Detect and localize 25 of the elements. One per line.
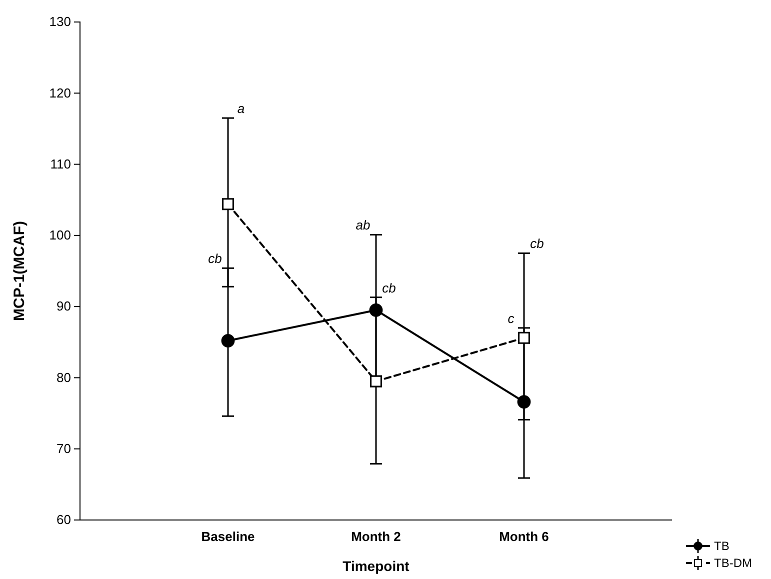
y-tick-label: 120: [49, 85, 71, 100]
y-tick-label: 110: [50, 156, 71, 172]
point: [221, 334, 235, 348]
point: [370, 375, 382, 388]
y-tick-label: 100: [49, 228, 71, 243]
point: [518, 332, 530, 344]
legend-label: TB: [714, 539, 730, 553]
y-tick-label: 60: [56, 512, 71, 528]
x-tick-label: Month 6: [499, 529, 549, 544]
annotation: a: [237, 101, 245, 116]
x-axis-title: Timepoint: [342, 558, 410, 574]
y-tick-label: 80: [56, 370, 71, 385]
x-tick-label: Baseline: [201, 529, 255, 544]
legend-label: TB-DM: [714, 556, 752, 570]
y-tick-label: 70: [56, 441, 71, 456]
y-axis-title: MCP-1(MCAF): [11, 221, 28, 321]
annotation: cb: [382, 280, 396, 296]
annotation: cb: [208, 251, 222, 266]
y-tick-label: 90: [56, 298, 71, 314]
point: [222, 198, 234, 210]
x-tick-label: Month 2: [351, 529, 401, 544]
y-tick-label: 130: [49, 14, 71, 30]
annotation: ab: [356, 218, 370, 233]
annotation: cb: [530, 236, 544, 252]
annotation: c: [508, 310, 515, 326]
